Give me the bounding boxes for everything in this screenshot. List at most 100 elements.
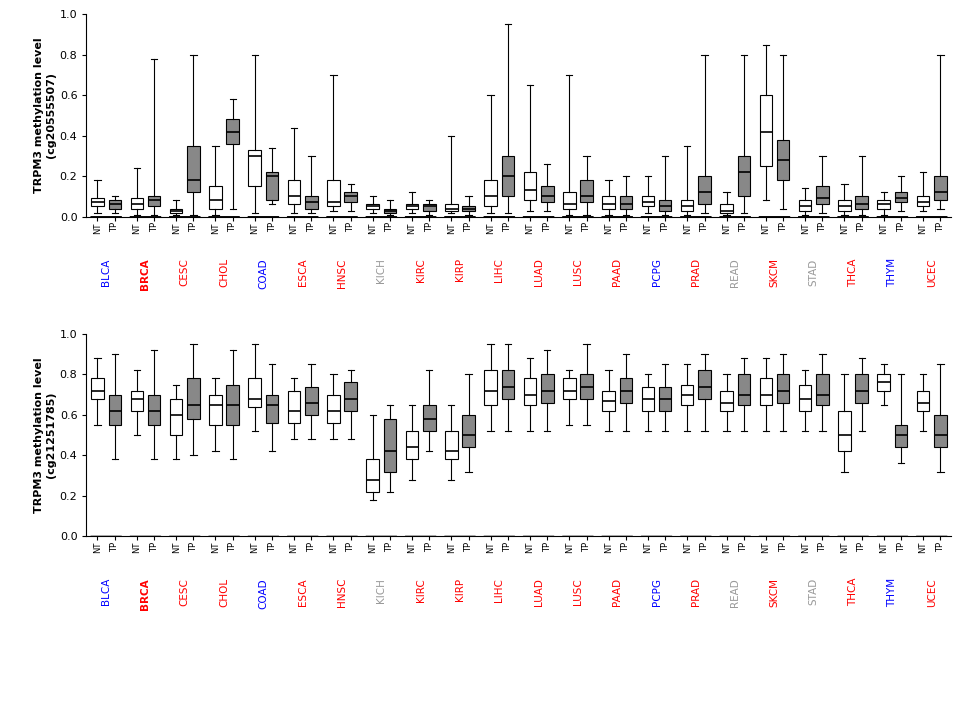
PathPatch shape — [776, 375, 789, 403]
PathPatch shape — [877, 375, 890, 390]
PathPatch shape — [344, 192, 357, 202]
Text: CESC: CESC — [180, 578, 189, 606]
Text: CHOL: CHOL — [219, 258, 229, 287]
Text: THYM: THYM — [887, 258, 898, 287]
Text: LIHC: LIHC — [494, 258, 505, 282]
Text: BRCA: BRCA — [140, 258, 151, 290]
Text: KIRP: KIRP — [455, 578, 465, 601]
Text: PCPG: PCPG — [652, 258, 661, 286]
PathPatch shape — [423, 405, 435, 431]
PathPatch shape — [934, 176, 947, 200]
Text: UCEC: UCEC — [926, 258, 937, 287]
PathPatch shape — [170, 209, 183, 212]
Text: THYM: THYM — [887, 578, 898, 607]
Text: PRAD: PRAD — [691, 578, 701, 606]
PathPatch shape — [699, 176, 711, 204]
PathPatch shape — [580, 180, 593, 202]
Text: LUSC: LUSC — [573, 258, 583, 285]
Text: ESCA: ESCA — [298, 578, 308, 606]
PathPatch shape — [776, 139, 789, 180]
Text: HNSC: HNSC — [337, 258, 347, 287]
Text: STAD: STAD — [809, 578, 819, 605]
PathPatch shape — [187, 378, 200, 419]
PathPatch shape — [699, 370, 711, 399]
Text: PCPG: PCPG — [652, 578, 661, 606]
PathPatch shape — [737, 156, 751, 197]
PathPatch shape — [855, 197, 868, 209]
PathPatch shape — [541, 375, 554, 403]
PathPatch shape — [109, 395, 121, 425]
PathPatch shape — [287, 390, 301, 423]
PathPatch shape — [187, 146, 200, 192]
Text: HNSC: HNSC — [337, 578, 347, 608]
PathPatch shape — [838, 411, 850, 451]
PathPatch shape — [877, 200, 890, 209]
PathPatch shape — [249, 150, 261, 187]
PathPatch shape — [148, 395, 160, 425]
PathPatch shape — [720, 390, 733, 411]
PathPatch shape — [502, 156, 514, 197]
Text: BRCA: BRCA — [140, 578, 151, 610]
PathPatch shape — [366, 204, 379, 209]
PathPatch shape — [759, 95, 772, 166]
Text: PAAD: PAAD — [612, 258, 622, 287]
Text: COAD: COAD — [259, 578, 268, 608]
PathPatch shape — [305, 387, 318, 415]
PathPatch shape — [659, 387, 672, 411]
PathPatch shape — [799, 385, 811, 411]
PathPatch shape — [659, 200, 672, 210]
PathPatch shape — [462, 415, 475, 448]
PathPatch shape — [266, 395, 279, 423]
PathPatch shape — [423, 204, 435, 210]
PathPatch shape — [287, 180, 301, 204]
PathPatch shape — [227, 119, 239, 144]
PathPatch shape — [131, 390, 143, 411]
PathPatch shape — [524, 172, 536, 200]
PathPatch shape — [366, 459, 379, 492]
PathPatch shape — [249, 378, 261, 407]
PathPatch shape — [563, 378, 576, 399]
Text: KICH: KICH — [377, 258, 386, 283]
PathPatch shape — [642, 387, 654, 411]
Text: CHOL: CHOL — [219, 578, 229, 607]
PathPatch shape — [305, 197, 318, 209]
Text: LUAD: LUAD — [533, 578, 544, 606]
Text: PRAD: PRAD — [691, 258, 701, 287]
Text: THCA: THCA — [849, 578, 858, 606]
PathPatch shape — [681, 200, 694, 210]
PathPatch shape — [934, 415, 947, 448]
PathPatch shape — [917, 197, 929, 207]
PathPatch shape — [620, 197, 632, 209]
PathPatch shape — [383, 419, 396, 471]
PathPatch shape — [445, 204, 457, 210]
PathPatch shape — [227, 385, 239, 425]
PathPatch shape — [91, 378, 104, 399]
Text: KIRC: KIRC — [416, 578, 426, 601]
PathPatch shape — [895, 192, 907, 202]
PathPatch shape — [148, 197, 160, 207]
PathPatch shape — [266, 172, 279, 200]
PathPatch shape — [541, 187, 554, 202]
Text: BLCA: BLCA — [101, 258, 111, 286]
Text: LUSC: LUSC — [573, 578, 583, 605]
PathPatch shape — [327, 395, 339, 423]
Text: LUAD: LUAD — [533, 258, 544, 286]
PathPatch shape — [799, 200, 811, 210]
Text: COAD: COAD — [259, 258, 268, 289]
Text: ESCA: ESCA — [298, 258, 308, 286]
PathPatch shape — [484, 370, 497, 405]
PathPatch shape — [720, 204, 733, 212]
Text: BLCA: BLCA — [101, 578, 111, 606]
PathPatch shape — [620, 378, 632, 403]
PathPatch shape — [681, 385, 694, 405]
PathPatch shape — [603, 390, 615, 411]
PathPatch shape — [383, 209, 396, 212]
Text: READ: READ — [730, 258, 740, 287]
PathPatch shape — [209, 187, 222, 209]
PathPatch shape — [563, 192, 576, 209]
Y-axis label: TRPM3 methylation level
(cg21251785): TRPM3 methylation level (cg21251785) — [34, 358, 56, 513]
PathPatch shape — [445, 431, 457, 459]
PathPatch shape — [327, 180, 339, 207]
PathPatch shape — [131, 198, 143, 209]
PathPatch shape — [838, 200, 850, 210]
